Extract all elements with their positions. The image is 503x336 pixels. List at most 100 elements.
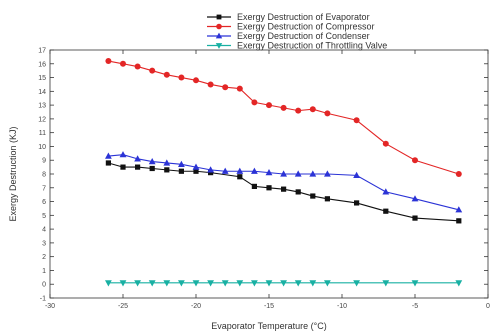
data-point: [310, 193, 316, 199]
legend-item: Exergy Destruction of Condenser: [207, 31, 370, 41]
chart-axes: -30 -25 -20 -15 -10 -5 0-101234567891011121314…: [38, 48, 490, 311]
data-point: [265, 169, 273, 176]
data-point: [382, 280, 390, 287]
data-point: [455, 171, 462, 177]
data-point: [135, 164, 141, 170]
data-point: [324, 196, 330, 202]
x-tick-label: -25: [118, 303, 128, 310]
y-tick-label: 7: [42, 185, 46, 192]
data-point: [236, 85, 243, 92]
data-point: [294, 280, 302, 287]
data-point: [280, 170, 287, 177]
data-point: [353, 280, 360, 287]
data-point: [324, 170, 331, 177]
data-point: [382, 188, 390, 195]
y-tick-label: 16: [38, 61, 46, 68]
y-tick-label: 5: [42, 213, 46, 220]
data-point: [148, 280, 156, 287]
data-point: [178, 160, 185, 167]
series-line: [108, 60, 459, 175]
data-point: [266, 102, 272, 109]
x-tick-label: -30: [45, 303, 55, 310]
data-point: [163, 71, 170, 78]
data-point: [455, 206, 463, 213]
data-point: [178, 74, 185, 81]
data-point: [324, 280, 331, 287]
series-line: [108, 154, 459, 211]
data-point: [281, 186, 287, 192]
data-point: [295, 107, 302, 114]
data-point: [411, 280, 419, 287]
y-tick-label: 0: [42, 282, 46, 289]
y-tick-label: 3: [42, 240, 46, 247]
x-tick-label: -20: [191, 303, 201, 310]
data-point: [251, 99, 258, 106]
data-point: [236, 167, 244, 174]
legend-item: Exergy Destruction of Evaporator: [207, 12, 370, 22]
series-4: [105, 280, 463, 287]
data-point: [222, 84, 229, 91]
x-tick-label: -10: [337, 303, 347, 310]
data-point: [216, 14, 222, 20]
y-tick-label: 13: [38, 103, 46, 110]
y-axis-label: Exergy Destruction (KJ): [8, 126, 18, 221]
x-tick-label: -15: [264, 303, 274, 310]
data-point: [265, 280, 273, 287]
data-point: [193, 77, 199, 84]
data-point: [193, 168, 199, 174]
data-point: [163, 159, 171, 166]
data-point: [134, 280, 141, 287]
data-point: [215, 43, 223, 49]
y-tick-label: 14: [38, 89, 46, 96]
data-point: [251, 167, 258, 174]
legend-label: Exergy Destruction of Throttling Valve: [237, 41, 387, 51]
data-point: [207, 166, 214, 173]
x-tick-label: -5: [412, 303, 418, 310]
data-point: [295, 189, 301, 195]
x-tick-label: 0: [486, 303, 490, 310]
data-point: [280, 280, 287, 287]
data-point: [353, 117, 360, 124]
x-axis-label: Evaporator Temperature (°C): [211, 321, 326, 331]
data-point: [280, 104, 287, 111]
y-tick-label: 12: [38, 116, 46, 123]
data-point: [105, 152, 112, 159]
legend-item: Exergy Destruction of Compressor: [207, 22, 375, 32]
data-point: [119, 280, 127, 287]
data-point: [221, 280, 229, 287]
y-tick-label: 15: [38, 75, 46, 82]
data-point: [383, 208, 389, 214]
data-point: [207, 280, 214, 287]
series-2: [105, 58, 462, 177]
data-point: [237, 174, 243, 180]
data-point: [208, 170, 214, 176]
data-point: [134, 155, 141, 162]
data-point: [294, 170, 302, 177]
data-point: [163, 280, 171, 287]
data-point: [456, 218, 462, 224]
plot-area: [105, 58, 463, 287]
data-point: [149, 165, 155, 172]
data-point: [251, 280, 258, 287]
data-point: [353, 171, 360, 178]
y-tick-label: 10: [38, 144, 46, 151]
data-point: [251, 183, 257, 189]
data-point: [412, 157, 418, 164]
data-point: [120, 60, 126, 67]
y-tick-label: 8: [42, 172, 46, 179]
data-point: [382, 140, 389, 147]
data-point: [411, 195, 419, 202]
data-point: [309, 280, 317, 287]
y-tick-label: 6: [42, 199, 46, 206]
data-point: [164, 167, 170, 173]
y-tick-label: 4: [42, 227, 46, 234]
data-point: [412, 215, 418, 221]
data-point: [216, 23, 222, 30]
data-point: [221, 167, 229, 174]
y-tick-label: 11: [39, 130, 46, 137]
legend-label: Exergy Destruction of Condenser: [237, 31, 370, 41]
series-3: [105, 151, 463, 213]
data-point: [178, 168, 184, 174]
